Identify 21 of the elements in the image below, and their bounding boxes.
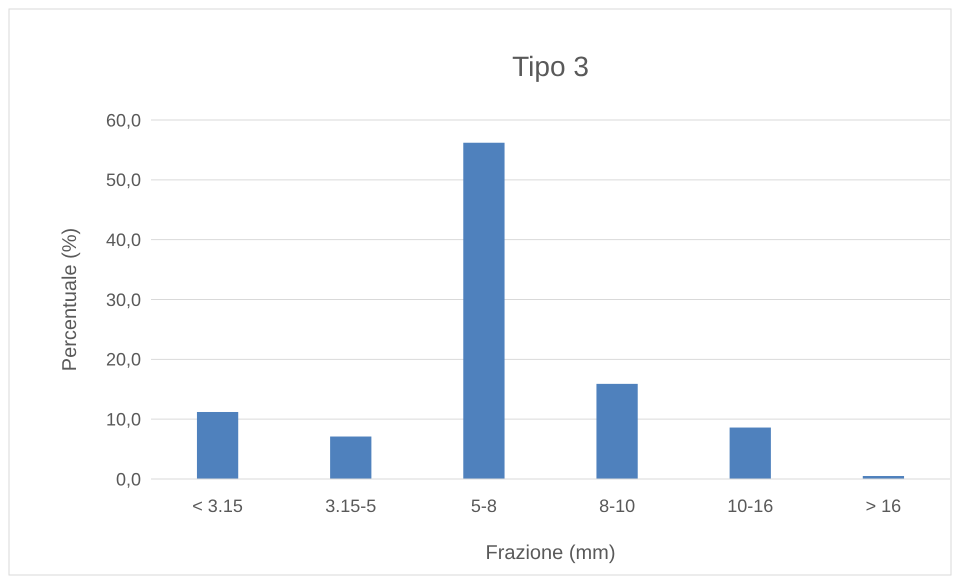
- y-tick-label: 40,0: [106, 230, 141, 250]
- x-tick-label: < 3.15: [192, 496, 243, 516]
- x-tick-label: 3.15-5: [325, 496, 376, 516]
- y-axis-title: Percentuale (%): [59, 228, 81, 372]
- chart-title: Tipo 3: [512, 51, 589, 82]
- bar: [463, 142, 505, 479]
- y-tick-label: 0,0: [116, 469, 141, 490]
- bar: [330, 436, 372, 479]
- y-tick-label: 50,0: [106, 170, 141, 190]
- y-tick-label: 60,0: [106, 110, 141, 130]
- x-tick-label: > 16: [866, 496, 902, 516]
- bar: [596, 384, 638, 479]
- bar: [196, 412, 238, 479]
- y-tick-label: 20,0: [106, 350, 141, 370]
- y-tick-label: 10,0: [106, 409, 141, 430]
- y-tick-label: 30,0: [106, 290, 141, 310]
- x-tick-label: 10-16: [727, 496, 774, 516]
- x-tick-label: 5-8: [470, 496, 497, 516]
- x-axis-title: Frazione (mm): [485, 542, 616, 564]
- bar: [730, 428, 771, 479]
- x-tick-label: 8-10: [599, 496, 636, 516]
